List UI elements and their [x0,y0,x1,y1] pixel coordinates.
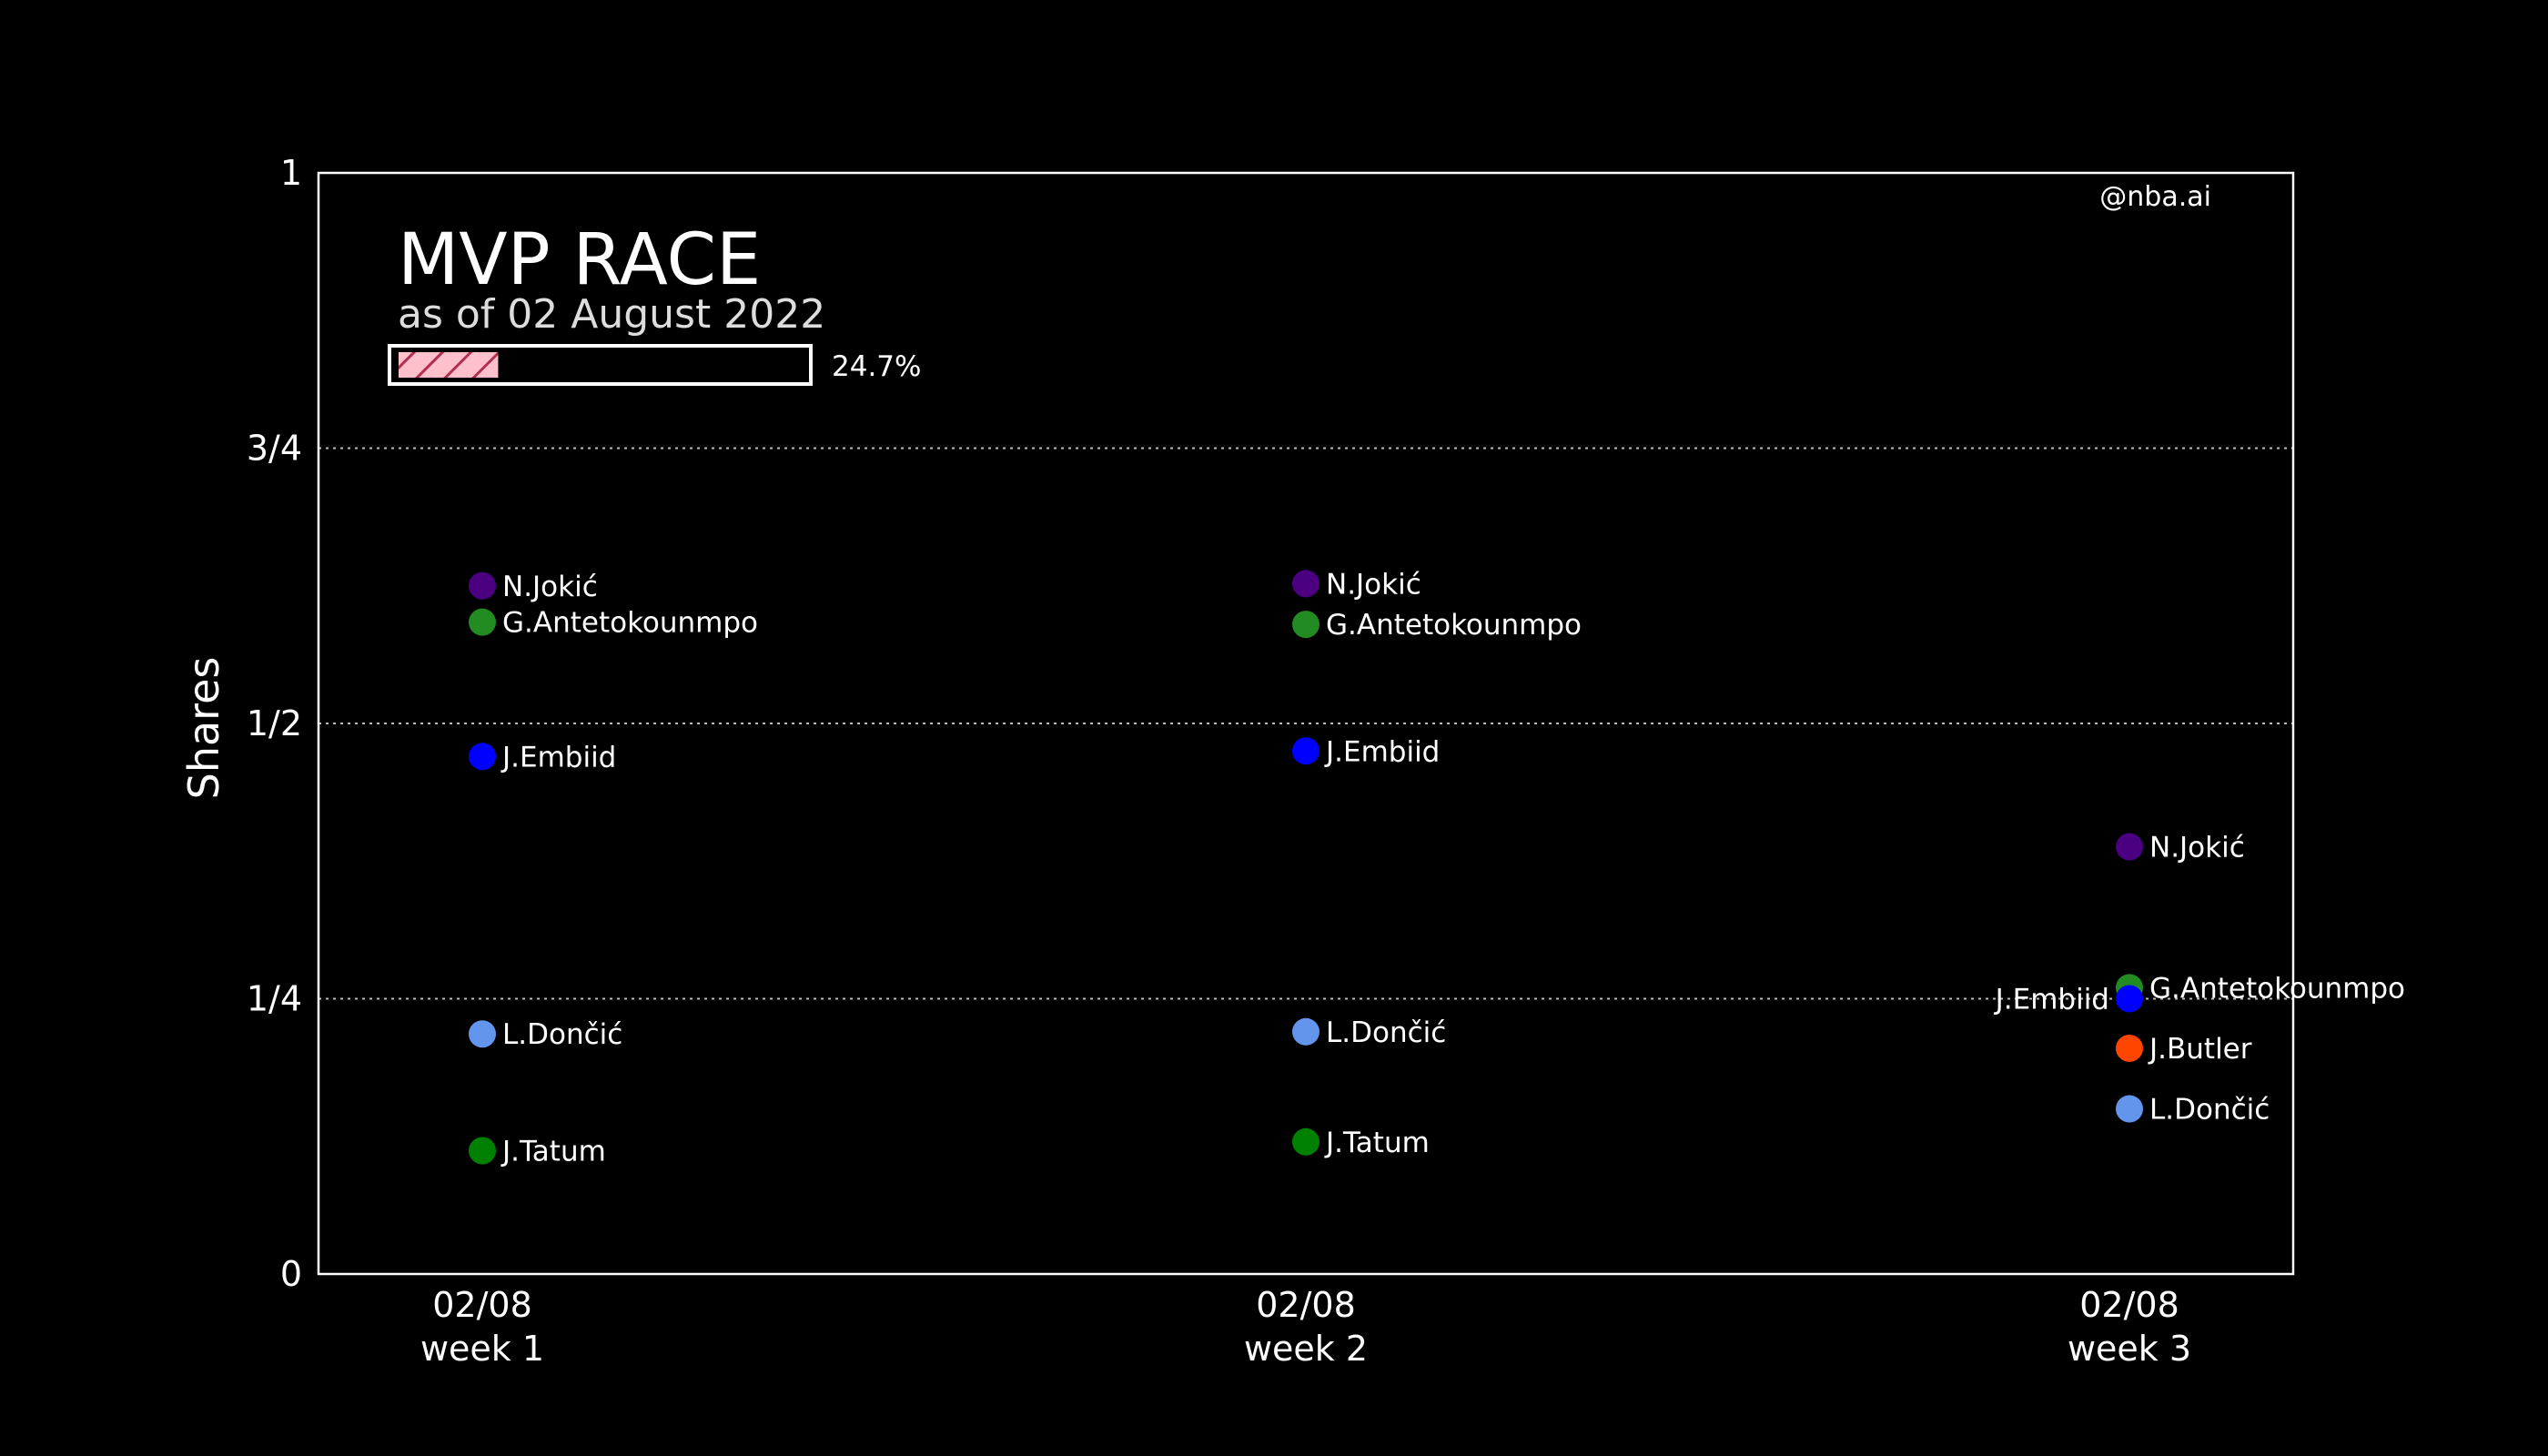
data-point-label: J.Embiid [500,741,616,774]
y-tick-label: 3/4 [247,429,302,469]
data-point [2116,833,2143,861]
watermark: @nba.ai [2099,181,2211,213]
data-point-label: J.Embiid [1324,735,1440,768]
chart-title: MVP RACE [398,219,761,301]
data-point [469,571,496,600]
data-point-label: G.Antetokounmpo [502,607,758,640]
data-point-label: L.Dončić [502,1018,622,1051]
data-point [1292,570,1320,598]
x-tick-date: 02/08 [432,1285,532,1325]
data-point-label: J.Butler [2148,1033,2252,1066]
data-points: N.Jokić G.Antetokounmpo J.Embiid L.Dončić J.… [469,568,2405,1168]
y-tick-label: 1/4 [247,979,302,1019]
data-point-label: L.Dončić [1326,1016,1446,1049]
y-tick-label: 0 [280,1254,302,1294]
x-tick-date: 02/08 [2079,1285,2179,1325]
data-point [469,1137,496,1165]
data-point [1292,737,1320,765]
data-point [2116,1034,2143,1062]
data-point [2116,985,2143,1013]
progress-bar: 24.7% [388,344,921,386]
data-point [1292,611,1320,639]
x-tick-week: week 3 [2068,1329,2191,1369]
data-point-label: J.Embiid [1994,984,2109,1016]
gridlines [318,447,2293,1000]
y-tick-label: 1/2 [247,703,302,743]
progress-bar-outline [388,344,813,386]
data-point [2116,1095,2143,1123]
data-point-label: N.Jokić [502,571,598,603]
data-point-label: J.Tatum [500,1135,606,1168]
data-point-label: G.Antetokounmpo [2149,972,2405,1005]
y-tick-label: 1 [280,153,302,193]
data-point [1292,1017,1320,1046]
data-point-label: G.Antetokounmpo [1326,609,1582,642]
data-point [469,1020,496,1048]
plot-frame [317,171,2295,1276]
progress-label: 24.7% [832,350,921,383]
progress-bar-fill [399,352,499,378]
chart-subtitle: as of 02 August 2022 [398,291,825,338]
data-point [469,608,496,636]
data-point-label: L.Dončić [2149,1094,2270,1127]
y-axis-label: Shares [179,657,228,800]
data-point-label: J.Tatum [1324,1127,1430,1159]
data-point [1292,1127,1320,1156]
data-point-label: N.Jokić [1326,568,1421,601]
x-tick-date: 02/08 [1256,1285,1356,1325]
y-axis-ticks: 0 1/4 1/2 3/4 1 [247,153,302,1294]
x-tick-week: week 2 [1244,1329,1368,1369]
data-point-label: N.Jokić [2149,832,2245,864]
x-tick-week: week 1 [420,1329,544,1369]
data-point [469,743,496,771]
